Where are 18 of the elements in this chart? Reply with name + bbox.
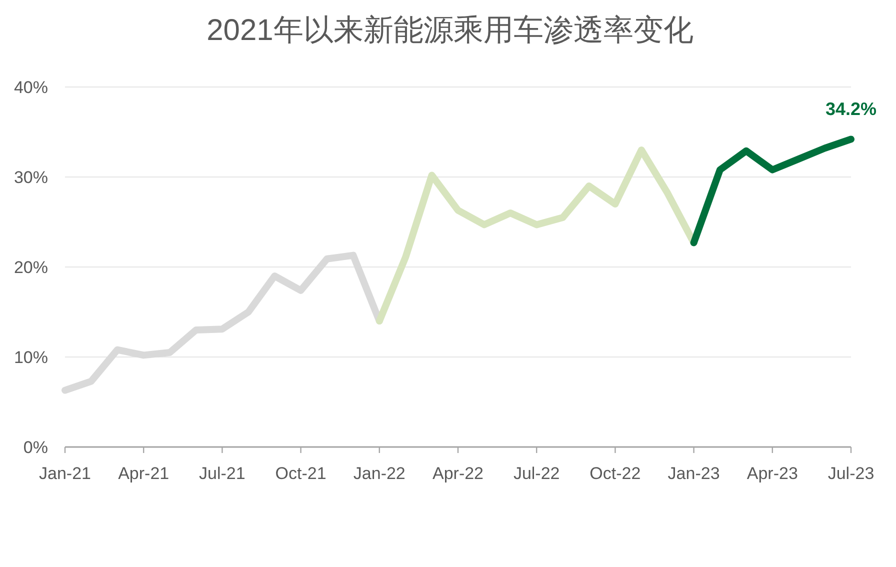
x-tick-label: Jul-22 — [513, 464, 560, 483]
x-tick-label: Apr-23 — [746, 464, 798, 483]
y-tick-label: 40% — [14, 78, 48, 97]
y-tick-label: 30% — [14, 168, 48, 187]
x-tick-label: Jan-21 — [39, 464, 91, 483]
x-tick-label: Jul-21 — [199, 464, 246, 483]
y-tick-label: 20% — [14, 258, 48, 277]
x-tick-label: Jan-22 — [353, 464, 406, 483]
x-tick-label: Jul-23 — [828, 464, 874, 483]
y-tick-label: 0% — [23, 438, 48, 457]
chart-title: 2021年以来新能源乘用车渗透率变化 — [206, 14, 694, 47]
data-label: 34.2% — [825, 99, 877, 120]
x-tick-label: Jan-23 — [668, 464, 720, 483]
x-tick-label: Oct-22 — [590, 464, 641, 483]
x-tick-label: Apr-22 — [432, 464, 484, 483]
y-tick-label: 10% — [14, 348, 48, 367]
x-tick-label: Oct-21 — [275, 464, 326, 483]
x-tick-label: Apr-21 — [118, 464, 170, 483]
